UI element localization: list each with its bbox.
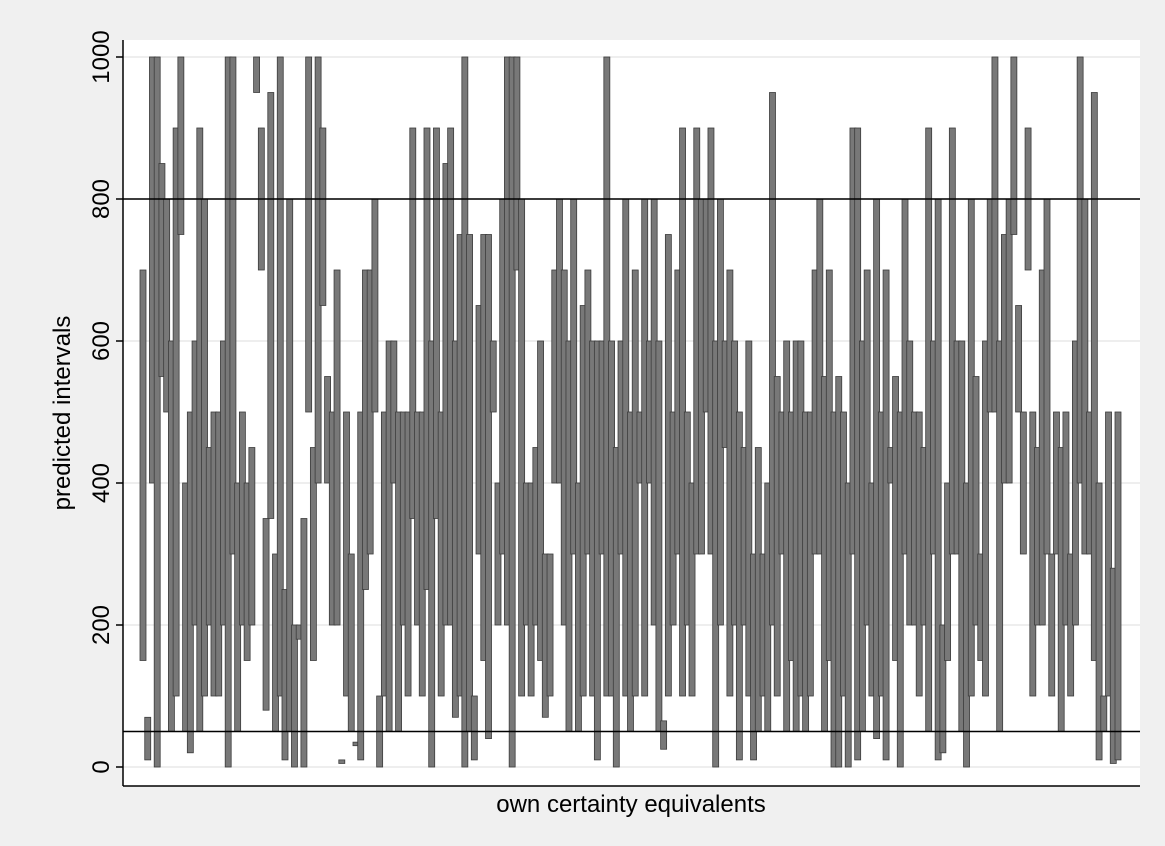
interval-bar	[305, 56, 313, 413]
interval-bar	[291, 624, 298, 768]
interval-bar	[253, 56, 260, 93]
interval-bar	[485, 234, 492, 740]
interval-bar	[1043, 198, 1051, 555]
x-axis-label: own certainty equivalents	[496, 791, 765, 818]
interval-bar	[1015, 305, 1023, 413]
reference-lines	[123, 198, 1140, 733]
interval-bar	[513, 56, 521, 271]
y-tick-label: 400	[88, 463, 115, 503]
interval-bar	[470, 695, 478, 761]
interval-bar	[1090, 92, 1098, 661]
interval-bar	[769, 92, 776, 626]
interval-bar	[655, 340, 663, 732]
interval-bar	[433, 127, 440, 519]
interval-bar	[404, 411, 412, 697]
interval-bar	[144, 716, 152, 761]
y-tick-label: 0	[88, 760, 115, 773]
interval-bar	[489, 340, 497, 413]
interval-bar	[1105, 411, 1112, 697]
interval-bar	[1048, 553, 1056, 697]
y-tick-label: 800	[88, 179, 115, 219]
interval-bar	[982, 340, 989, 697]
y-axis-label: predicted intervals	[49, 316, 76, 511]
interval-bar	[939, 624, 947, 754]
interval-bar	[1005, 198, 1013, 484]
interval-bar	[612, 447, 620, 768]
interval-bar	[333, 269, 341, 626]
interval-bar	[347, 553, 355, 732]
interval-bar	[1019, 411, 1027, 555]
interval-bar	[409, 127, 417, 519]
interval-bar	[428, 340, 436, 768]
interval-bar	[546, 553, 554, 697]
interval-bar	[153, 56, 161, 768]
interval-bar	[229, 56, 237, 555]
interval-bar	[537, 340, 544, 661]
interval-bar	[267, 92, 275, 519]
interval-bar	[882, 269, 890, 761]
interval-bar	[1095, 482, 1103, 761]
interval-bar	[172, 127, 180, 697]
interval-bar	[276, 56, 284, 697]
interval-bar	[1010, 56, 1018, 235]
interval-bar	[338, 759, 346, 764]
interval-bar	[745, 340, 753, 697]
interval-bar	[466, 234, 473, 732]
interval-bar	[1114, 411, 1122, 761]
interval-bar	[177, 56, 185, 235]
interval-bar	[863, 269, 871, 626]
interval-bar	[1100, 695, 1108, 732]
interval-bar	[844, 482, 852, 768]
interval-bars	[139, 56, 1122, 768]
interval-bar	[991, 56, 999, 413]
y-axis: 0 200 400 600 800 1000	[88, 30, 124, 786]
y-tick-label: 200	[88, 605, 115, 645]
interval-bar	[508, 56, 516, 768]
y-tick-label: 1000	[88, 30, 115, 83]
interval-bar	[319, 127, 327, 306]
interval-bar	[262, 518, 270, 711]
interval-bar	[944, 482, 952, 661]
interval-bar	[248, 447, 256, 626]
interval-bar	[972, 376, 980, 626]
interval-bar	[300, 518, 308, 768]
interval-bar	[371, 198, 379, 413]
interval-bar	[139, 269, 147, 661]
interval-bar	[896, 411, 904, 768]
interval-bar	[660, 720, 668, 750]
interval-bar	[1062, 411, 1070, 626]
interval-bar	[309, 447, 317, 661]
y-tick-label: 600	[88, 321, 115, 361]
interval-bar	[688, 482, 696, 697]
